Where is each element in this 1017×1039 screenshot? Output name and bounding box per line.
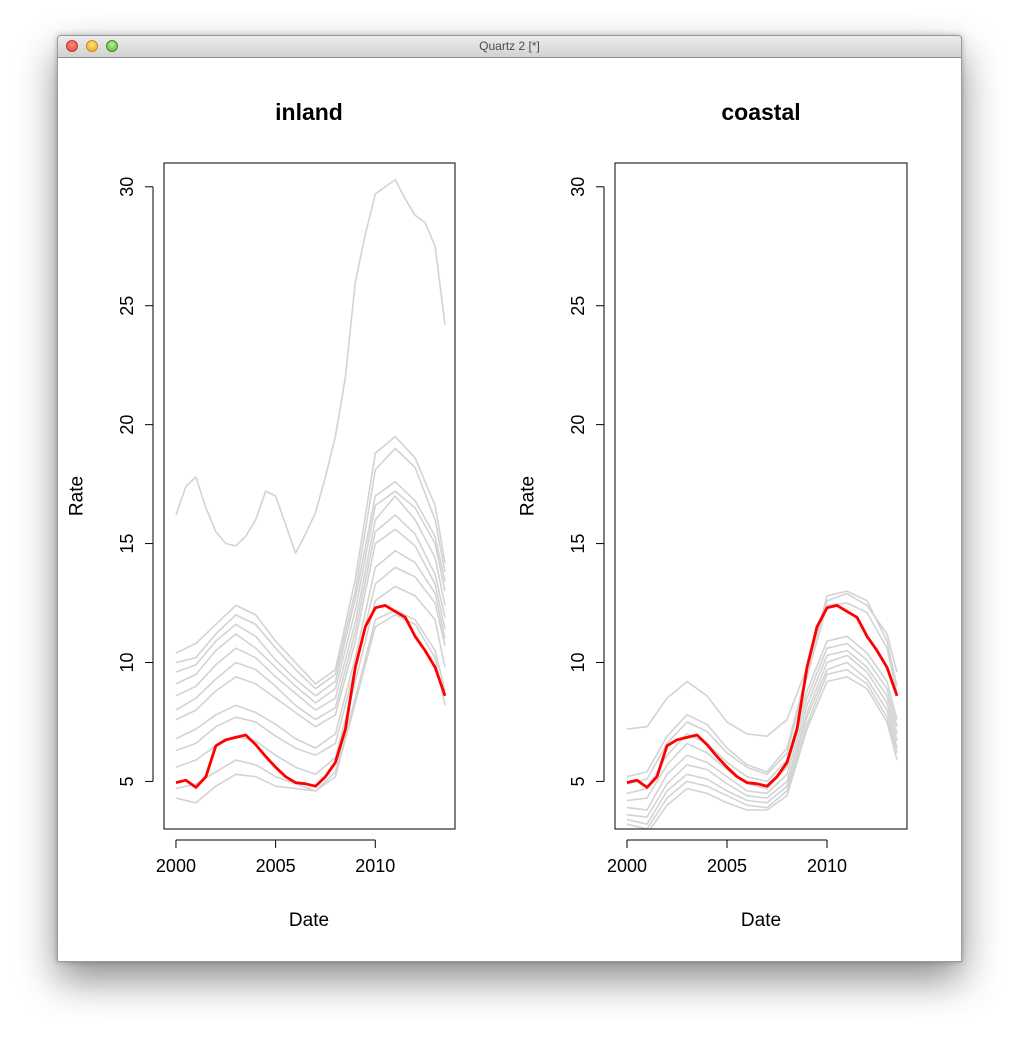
background-series-line: [626, 642, 898, 802]
y-axis: 5 10 15 20 25 30: [568, 177, 605, 786]
x-tick-label: 2010: [807, 856, 847, 876]
y-tick-label: 15: [568, 534, 588, 554]
background-series-line: [175, 566, 446, 757]
background-series-line: [627, 676, 898, 829]
chart-title: coastal: [721, 99, 800, 125]
x-axis: 2000 2005 2010: [607, 839, 847, 876]
background-series-line: [175, 514, 446, 721]
background-series-line: [626, 635, 898, 795]
chart-panel-coastal: coastal 2000 2005 2010 Date 5 10 15 20 25 30 Rate: [518, 99, 908, 931]
x-tick-label: 2000: [607, 856, 647, 876]
background-series-line: [175, 495, 446, 711]
y-tick-label: 5: [117, 776, 137, 786]
background-series-line: [626, 668, 898, 829]
background-series-line: [626, 661, 898, 825]
background-series-line: [175, 549, 446, 749]
background-series-line: [626, 649, 898, 811]
x-axis-label: Date: [741, 910, 781, 931]
zoom-window-icon[interactable]: [106, 40, 118, 52]
y-tick-label: 20: [117, 415, 137, 435]
y-tick-label: 25: [117, 296, 137, 316]
background-series-line: [626, 592, 898, 737]
background-series-line: [626, 602, 898, 785]
series-group: [175, 178, 447, 804]
background-series-line: [175, 609, 446, 792]
highlight-series-line: [626, 604, 899, 789]
y-tick-label: 10: [568, 652, 588, 672]
y-tick-label: 20: [568, 415, 588, 435]
background-series-line: [175, 490, 446, 704]
chart-title: inland: [275, 99, 343, 125]
quartz-window: Quartz 2 [*] inland 2000 2005 2010 Date 5 10 15…: [57, 35, 962, 962]
background-series-line: [626, 590, 898, 778]
background-series-line: [175, 480, 446, 697]
plot-area: inland 2000 2005 2010 Date 5 10 15 20 25 30 Rate coa…: [58, 58, 961, 961]
background-series-line: [175, 528, 446, 728]
y-tick-label: 5: [568, 776, 588, 786]
y-tick-label: 30: [117, 177, 137, 197]
y-axis: 5 10 15 20 25 30: [117, 177, 154, 786]
background-series-line: [626, 654, 898, 818]
x-tick-label: 2005: [256, 856, 296, 876]
background-series-line: [175, 178, 446, 554]
x-axis-label: Date: [289, 910, 329, 931]
close-window-icon[interactable]: [66, 40, 78, 52]
chart-panel-inland: inland 2000 2005 2010 Date 5 10 15 20 25 30 Rate: [67, 99, 456, 931]
background-series-line: [175, 447, 446, 690]
x-axis: 2000 2005 2010: [156, 839, 395, 876]
y-tick-label: 30: [568, 177, 588, 197]
background-series-line: [175, 614, 446, 804]
y-tick-label: 25: [568, 296, 588, 316]
x-tick-label: 2005: [707, 856, 747, 876]
y-tick-label: 15: [117, 534, 137, 554]
window-title: Quartz 2 [*]: [479, 39, 540, 53]
x-tick-label: 2000: [156, 856, 196, 876]
y-tick-label: 10: [117, 652, 137, 672]
background-series-line: [175, 435, 446, 685]
window-titlebar[interactable]: Quartz 2 [*]: [58, 36, 961, 58]
x-tick-label: 2010: [355, 856, 395, 876]
y-axis-label: Rate: [518, 476, 539, 516]
y-axis-label: Rate: [67, 476, 88, 516]
plot-frame: [614, 162, 908, 830]
minimize-window-icon[interactable]: [86, 40, 98, 52]
series-group: [626, 590, 899, 829]
plot-frame: [163, 162, 456, 830]
highlight-series-line: [175, 604, 447, 789]
